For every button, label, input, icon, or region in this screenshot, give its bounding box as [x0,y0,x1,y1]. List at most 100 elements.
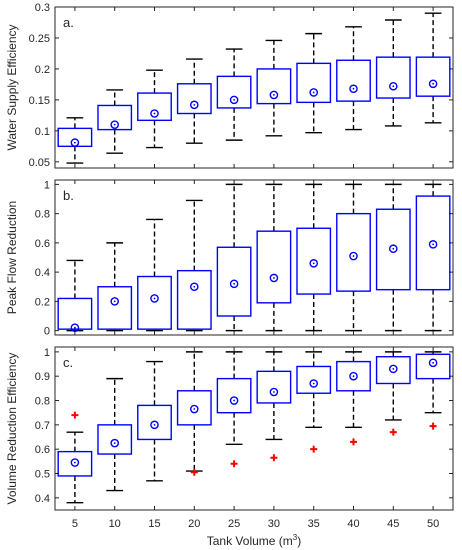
axes-frame [54,346,454,511]
x-axis-label: Tank Volume (m3) [207,533,302,548]
axes-frame [54,6,454,169]
box [176,269,212,330]
box [216,75,252,109]
y-tick-label: 0.3 [35,2,50,14]
y-tick-label: 0.7 [35,420,50,432]
x-axis-label-superscript: 3 [293,533,298,542]
y-axis-label: Water Supply Efficiency [5,24,19,150]
median-marker [428,240,438,249]
median-marker [70,138,80,147]
y-tick-label: 0.15 [29,95,50,107]
median-dot [392,367,395,370]
box [296,62,332,104]
median-dot [113,300,116,303]
x-tick-label: 45 [387,518,399,530]
box [137,275,172,330]
median-dot [233,399,236,402]
median-marker [388,364,398,374]
median-marker [189,282,199,292]
box [97,286,133,330]
median-dot [312,262,315,265]
box [216,246,252,317]
x-tick-label: 50 [427,518,439,530]
x-axis-label-end: ) [297,534,301,548]
outlier-marker [230,460,238,468]
y-tick-label: 0.4 [35,267,50,279]
median-dot [392,85,395,88]
x-tick-label: 30 [268,518,280,530]
outlier-marker [389,428,397,436]
box [415,353,451,380]
median-dot [432,243,434,246]
median-dot [153,423,156,426]
outlier-marker [270,454,278,462]
outlier-marker [429,422,437,430]
median-dot [233,282,236,285]
median-marker [70,458,80,467]
median-dot [193,285,196,288]
median-marker [269,387,279,397]
y-tick-label: 0.9 [35,371,50,383]
box [216,377,252,414]
median-dot [352,255,355,257]
x-tick-label: 5 [72,518,78,530]
box [137,404,172,441]
box [256,68,292,105]
median-marker [349,84,358,94]
y-tick-label: 0.2 [35,296,50,308]
outlier-marker [71,411,79,419]
box [57,297,93,330]
median-dot [193,408,196,410]
box [97,424,133,455]
x-tick-label: 25 [228,518,240,530]
median-dot [193,103,196,106]
box [336,59,371,102]
median-dot [352,87,355,90]
y-axis-label: Peak Flow Reduction [5,201,19,314]
median-marker [110,438,119,448]
median-marker [150,294,159,303]
y-tick-label: 0.8 [35,209,50,221]
x-tick-label: 40 [347,518,359,530]
median-dot [352,375,355,378]
box [375,56,411,99]
median-marker [309,379,319,388]
median-marker [110,297,119,306]
y-tick-label: 0.6 [35,444,50,456]
median-dot [273,94,275,96]
median-dot [74,461,76,464]
median-marker [309,88,319,97]
median-marker [269,90,279,100]
box [137,92,172,122]
outlier-marker [310,445,318,453]
median-marker [229,95,239,105]
x-tick-label: 15 [148,518,160,530]
y-tick-label: 0.2 [35,64,50,76]
median-dot [392,247,395,250]
y-tick-label: 0.6 [35,238,50,250]
y-tick-label: 0.4 [35,493,50,505]
median-marker [70,323,80,332]
y-tick-label: 0.8 [35,396,50,408]
axes-frame [54,179,454,336]
median-marker [349,251,358,261]
median-marker [189,404,199,414]
outlier-marker [190,468,198,476]
median-dot [113,442,116,444]
median-dot [113,123,116,126]
median-marker [388,244,398,254]
median-dot [74,141,76,144]
box [176,83,212,115]
y-axis-label: Volume Reduction Efficiency [5,353,19,505]
box [415,195,451,291]
y-tick-label: 0.05 [29,157,50,169]
median-marker [229,279,239,289]
y-tick-label: 0 [44,326,50,338]
median-marker [229,396,239,405]
median-dot [74,326,76,329]
box [57,450,93,477]
y-tick-label: 0.1 [35,126,50,138]
box [57,127,93,148]
y-tick-label: 0.5 [35,469,50,481]
